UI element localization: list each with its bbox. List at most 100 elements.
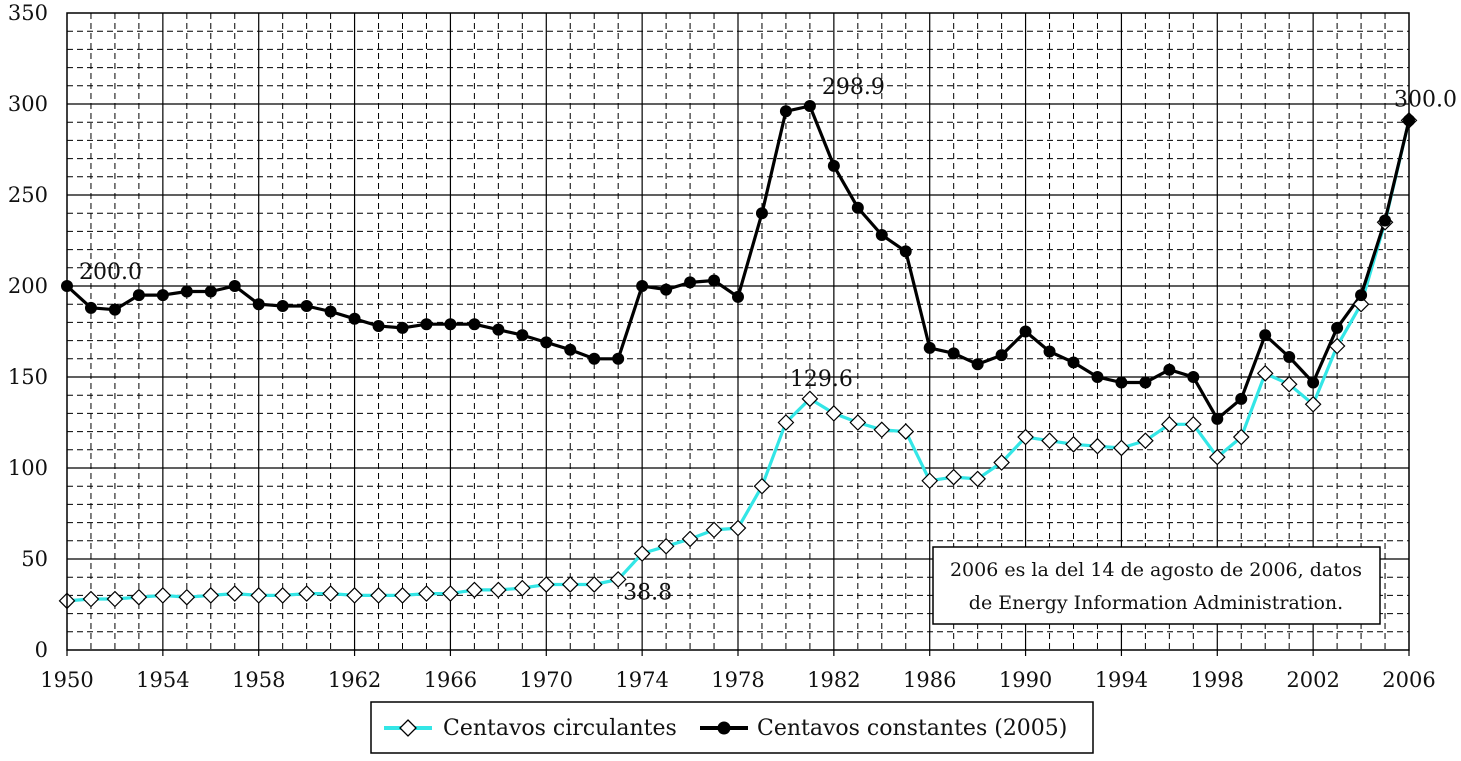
data-point-constantes — [732, 290, 744, 303]
y-tick-label: 0 — [35, 638, 48, 662]
data-point-constantes — [1019, 325, 1032, 338]
data-point-constantes — [444, 318, 457, 331]
legend-label-constantes: Centavos constantes (2005) — [757, 716, 1067, 741]
data-point-circulantes — [250, 587, 268, 604]
x-tick-label: 1958 — [232, 668, 285, 692]
data-point-circulantes — [442, 585, 459, 602]
data-point-circulantes — [1113, 439, 1130, 457]
data-point-circulantes — [418, 585, 435, 602]
data-point-circulantes — [969, 470, 986, 488]
data-point-circulantes — [1304, 395, 1322, 413]
data-point-circulantes — [1232, 428, 1250, 446]
data-point-circulantes — [1280, 375, 1298, 393]
y-tick-label: 50 — [21, 547, 48, 571]
data-point-circulantes — [1184, 415, 1202, 433]
data-point-circulantes — [370, 587, 387, 604]
data-point-circulantes — [274, 587, 292, 604]
data-point-circulantes — [633, 545, 651, 562]
data-point-constantes — [1355, 289, 1368, 302]
data-point-circulantes — [1352, 295, 1370, 313]
data-point-circulantes — [1065, 435, 1082, 453]
data-point-constantes — [1187, 371, 1200, 383]
x-axis-ticks: 1950 1954 1958 1962 1966 1970 1974 1978 1982 1986… — [40, 650, 1436, 692]
x-tick-label: 1954 — [136, 668, 189, 692]
data-point-circulantes — [1137, 432, 1154, 450]
data-point-circulantes — [1328, 337, 1346, 355]
data-point-constantes — [612, 352, 625, 365]
data-point-circulantes — [394, 587, 411, 604]
data-point-constantes — [276, 300, 289, 313]
data-point-circulantes — [729, 519, 747, 537]
data-point-circulantes — [873, 421, 891, 439]
data-point-constantes — [684, 276, 697, 289]
data-point-constantes — [588, 352, 601, 365]
x-tick-label: 1990 — [999, 668, 1052, 692]
data-point-constantes — [1379, 214, 1392, 227]
note-box: 2006 es la del 14 de agosto de 2006, dat… — [932, 546, 1381, 625]
data-point-constantes — [708, 274, 721, 287]
x-tick-label: 1950 — [40, 668, 93, 692]
data-point-circulantes — [753, 477, 771, 495]
data-point-circulantes — [226, 585, 244, 602]
data-point-circulantes — [777, 414, 795, 431]
data-point-circulantes — [849, 414, 867, 431]
y-tick-label: 200 — [8, 274, 48, 298]
data-point-constantes — [803, 100, 816, 113]
data-point-constantes — [420, 318, 433, 331]
data-point-circulantes — [921, 472, 939, 490]
data-point-constantes — [204, 285, 217, 298]
data-point-circulantes — [897, 423, 915, 440]
data-point-constantes — [1331, 321, 1344, 334]
data-point-constantes — [492, 323, 505, 336]
data-point-constantes — [995, 349, 1008, 362]
x-tick-label: 1982 — [807, 668, 860, 692]
data-point-constantes — [1091, 371, 1104, 383]
data-point-constantes — [923, 341, 936, 354]
series-markers — [58, 100, 1418, 610]
y-tick-label: 300 — [8, 92, 48, 116]
data-point-circulantes — [681, 530, 699, 548]
data-point-circulantes — [1208, 448, 1226, 466]
data-point-circulantes — [657, 537, 675, 555]
data-point-circulantes — [202, 587, 220, 604]
data-point-constantes — [851, 201, 864, 214]
data-point-constantes — [84, 301, 97, 314]
data-point-constantes — [324, 305, 337, 318]
data-point-constantes — [827, 159, 840, 172]
y-axis-ticks: 0 50 100 150 200 250 300 350 — [8, 1, 48, 662]
data-point-constantes — [1043, 345, 1056, 358]
data-point-constantes — [1139, 376, 1152, 389]
data-point-circulantes — [1089, 437, 1106, 455]
data-point-circulantes — [298, 585, 315, 602]
data-point-circulantes — [178, 588, 196, 606]
legend-box — [370, 701, 1094, 754]
data-point-circulantes — [130, 588, 148, 606]
data-point-circulantes — [154, 587, 172, 604]
y-tick-label: 250 — [8, 183, 48, 207]
x-tick-label: 1962 — [328, 668, 381, 692]
data-point-constantes — [348, 312, 361, 325]
legend-label-circulantes: Centavos circulantes — [443, 716, 677, 741]
y-tick-label: 150 — [8, 365, 48, 389]
data-point-constantes — [755, 207, 768, 220]
annotation-label: 300.0 — [1394, 87, 1457, 112]
annotation-label: 298.9 — [822, 75, 885, 100]
data-point-circulantes — [466, 581, 483, 599]
data-point-circulantes — [993, 454, 1010, 471]
annotations: 200.0 298.9 300.0 129.6 38.8 — [79, 75, 1457, 605]
data-point-constantes — [899, 245, 912, 258]
data-point-circulantes — [1017, 428, 1034, 446]
data-point-constantes — [947, 347, 960, 360]
data-point-circulantes — [537, 576, 555, 593]
data-point-constantes — [156, 289, 169, 302]
legend-swatch-marker-constantes — [717, 721, 731, 735]
data-point-circulantes — [322, 585, 339, 602]
data-point-constantes — [636, 280, 649, 292]
data-point-circulantes — [490, 581, 507, 599]
data-point-circulantes — [705, 521, 723, 539]
data-point-circulantes — [1041, 432, 1058, 450]
data-point-constantes — [468, 318, 481, 331]
x-tick-label: 1974 — [615, 668, 668, 692]
y-tick-label: 100 — [8, 456, 48, 480]
